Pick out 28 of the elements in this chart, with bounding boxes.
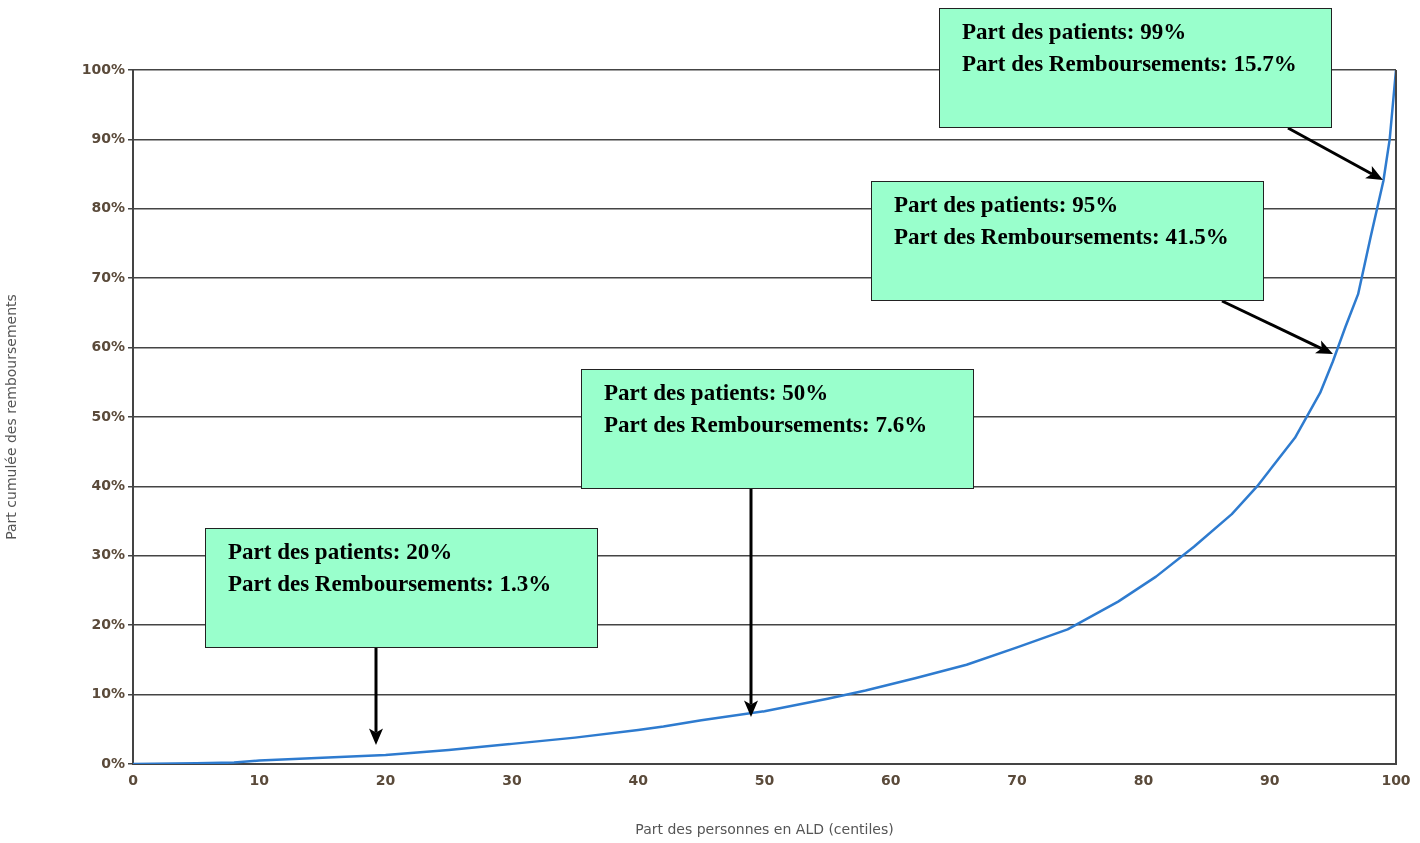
y-tick-label: 0% [101,754,125,771]
annotation: Part des patients: 50% Part des Remboursements: 7.6% [604,379,929,439]
x-tick-label: 0 [128,772,139,789]
y-tick-label: 90% [91,130,125,147]
x-tick-label: 70 [1007,772,1028,789]
y-tick-label: 10% [91,685,125,702]
x-tick-label: 50 [754,772,775,789]
y-tick-label: 40% [91,477,125,494]
y-tick-label: 70% [91,268,125,285]
annotation: Part des patients: 95% Part des Remboursements: 41.5% [894,191,1230,251]
y-tick-label: 60% [91,338,125,355]
x-tick-label: 90 [1259,772,1280,789]
x-tick-label: 80 [1133,772,1154,789]
x-axis-title: Part des personnes en ALD (centiles) [635,821,894,838]
y-tick-label: 80% [91,199,125,216]
annotation: Part des patients: 20% Part des Remboursements: 1.3% [228,538,553,598]
x-tick-label: 10 [249,772,270,789]
y-tick-label: 20% [91,615,125,632]
x-tick-label: 100 [1381,772,1411,789]
y-tick-label: 50% [91,407,125,424]
y-tick-label: 30% [91,546,125,563]
x-tick-label: 20 [375,772,396,789]
annotation: Part des patients: 99% Part des Remboursements: 15.7% [962,18,1298,78]
y-tick-label: 100% [81,60,125,77]
x-tick-label: 60 [881,772,901,789]
x-tick-label: 40 [628,772,649,789]
y-axis-title: Part cumulée des remboursements [3,294,20,540]
x-tick-label: 30 [502,772,522,789]
